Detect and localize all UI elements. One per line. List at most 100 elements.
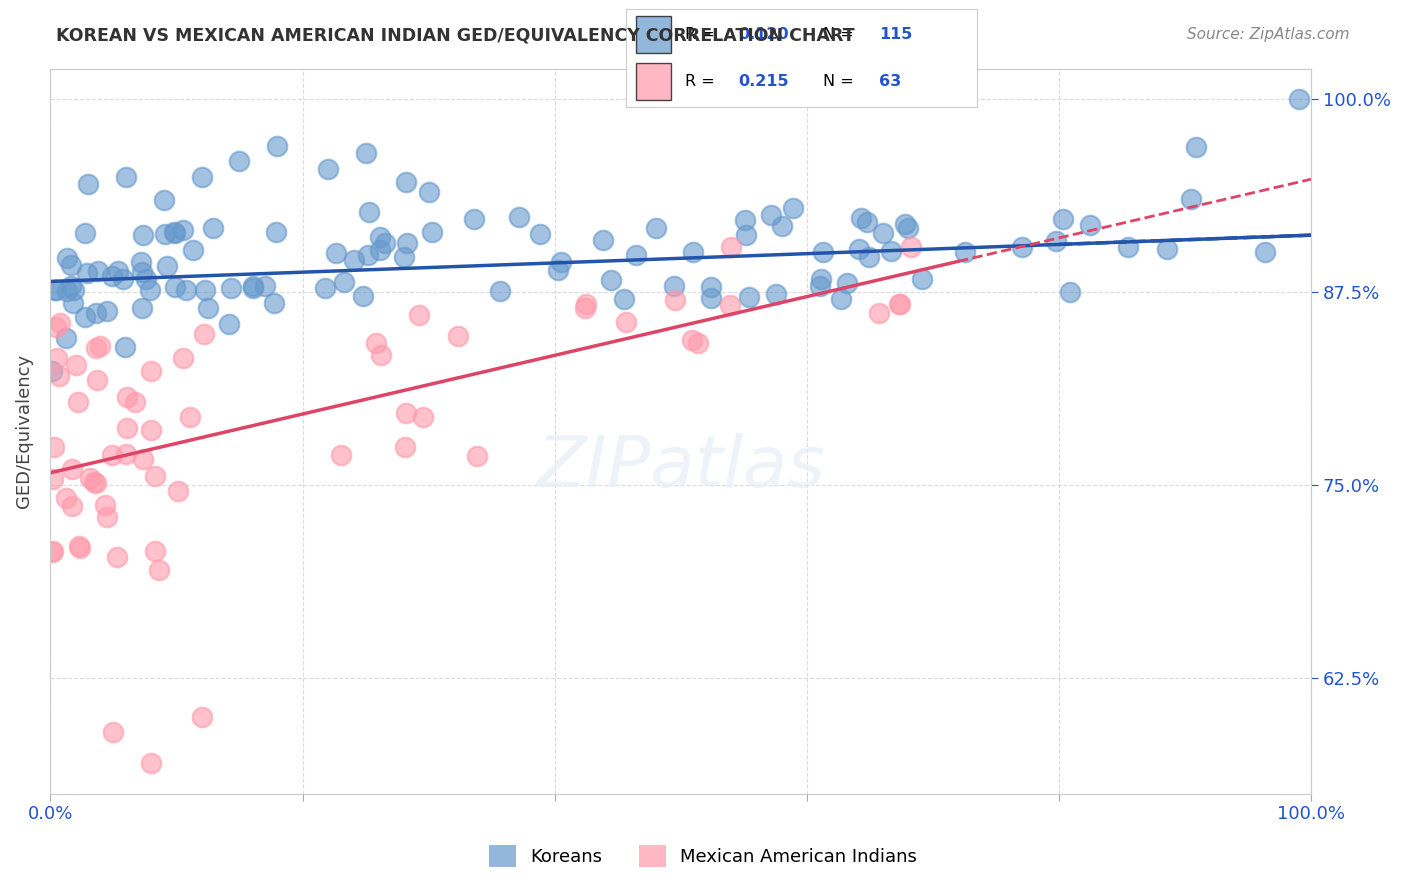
Point [96, 510, 118, 524]
Point [94, 498, 117, 512]
Point [143, 468, 166, 483]
Point [681, 333, 703, 347]
Point [330, 448, 353, 462]
Point [86, 306, 108, 320]
Point [101, 268, 124, 283]
Point [219, 281, 242, 295]
Point [395, 175, 418, 189]
Point [613, 292, 636, 306]
Point [1116, 239, 1139, 253]
Point [41, 544, 63, 558]
Point [218, 317, 240, 331]
Point [131, 265, 153, 279]
Point [153, 193, 176, 207]
Point [343, 252, 366, 267]
Point [550, 255, 572, 269]
Point [172, 351, 194, 365]
Point [42, 440, 65, 454]
Point [759, 208, 782, 222]
Point [132, 452, 155, 467]
Point [179, 410, 201, 425]
Point [107, 264, 129, 278]
Point [42, 472, 65, 486]
Point [86, 373, 108, 387]
Point [163, 225, 186, 239]
Point [858, 250, 880, 264]
Point [720, 240, 742, 254]
Point [115, 420, 138, 434]
Point [765, 286, 787, 301]
Point [368, 230, 391, 244]
Point [86, 264, 108, 278]
Text: KOREAN VS MEXICAN AMERICAN INDIAN GED/EQUIVALENCY CORRELATION CHART: KOREAN VS MEXICAN AMERICAN INDIAN GED/EQ… [56, 27, 855, 45]
Text: 0.215: 0.215 [738, 74, 789, 89]
Point [1045, 235, 1067, 249]
Point [447, 328, 470, 343]
Point [420, 225, 443, 239]
Text: R =: R = [686, 74, 720, 89]
FancyBboxPatch shape [636, 62, 672, 100]
Point [1052, 212, 1074, 227]
Point [56, 251, 79, 265]
Point [242, 281, 264, 295]
Point [41, 364, 63, 378]
Point [900, 240, 922, 254]
Point [67, 540, 90, 554]
Point [48, 368, 70, 383]
Point [141, 756, 163, 770]
Point [955, 245, 977, 260]
Point [1011, 240, 1033, 254]
Point [103, 725, 125, 739]
Point [190, 169, 212, 184]
FancyBboxPatch shape [636, 16, 672, 54]
Point [408, 308, 430, 322]
Point [394, 440, 416, 454]
Point [889, 297, 911, 311]
Point [148, 564, 170, 578]
Point [84, 475, 107, 490]
Point [139, 283, 162, 297]
Point [75, 226, 97, 240]
Point [67, 394, 90, 409]
Point [253, 279, 276, 293]
Point [370, 348, 392, 362]
Point [332, 275, 354, 289]
Point [131, 301, 153, 315]
Point [394, 406, 416, 420]
Point [489, 284, 512, 298]
Point [547, 262, 569, 277]
Point [368, 244, 391, 258]
Point [197, 301, 219, 315]
Point [887, 297, 910, 311]
Point [911, 272, 934, 286]
Point [264, 225, 287, 239]
Point [101, 448, 124, 462]
Text: 0.120: 0.120 [738, 27, 789, 42]
Point [418, 185, 440, 199]
Text: N =: N = [823, 74, 859, 89]
Point [808, 278, 831, 293]
Point [65, 358, 87, 372]
Point [357, 248, 380, 262]
Point [897, 221, 920, 235]
Point [463, 211, 485, 226]
Point [529, 227, 551, 241]
Y-axis label: GED/Equivalency: GED/Equivalency [15, 354, 32, 508]
Point [810, 271, 832, 285]
Point [682, 244, 704, 259]
Point [45, 319, 67, 334]
Point [55, 331, 77, 345]
Point [700, 279, 723, 293]
Point [59, 279, 82, 293]
Point [811, 244, 834, 259]
Point [354, 146, 377, 161]
Point [155, 227, 177, 242]
Point [1156, 242, 1178, 256]
Point [835, 277, 858, 291]
Point [77, 178, 100, 192]
Point [45, 283, 67, 297]
Point [49, 316, 72, 330]
Point [770, 219, 793, 233]
Point [55, 491, 77, 505]
Point [96, 304, 118, 318]
